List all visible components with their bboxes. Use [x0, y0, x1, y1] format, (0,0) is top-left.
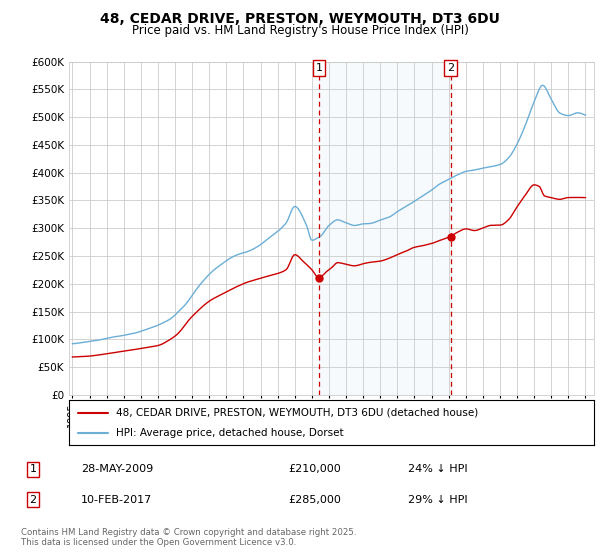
- Text: 48, CEDAR DRIVE, PRESTON, WEYMOUTH, DT3 6DU: 48, CEDAR DRIVE, PRESTON, WEYMOUTH, DT3 …: [100, 12, 500, 26]
- Text: 24% ↓ HPI: 24% ↓ HPI: [408, 464, 467, 474]
- Text: 1: 1: [29, 464, 37, 474]
- Text: Contains HM Land Registry data © Crown copyright and database right 2025.
This d: Contains HM Land Registry data © Crown c…: [21, 528, 356, 547]
- Text: 2: 2: [447, 63, 454, 73]
- Text: 1: 1: [316, 63, 322, 73]
- Text: 48, CEDAR DRIVE, PRESTON, WEYMOUTH, DT3 6DU (detached house): 48, CEDAR DRIVE, PRESTON, WEYMOUTH, DT3 …: [116, 408, 479, 418]
- Text: 29% ↓ HPI: 29% ↓ HPI: [408, 494, 467, 505]
- Text: 2: 2: [29, 494, 37, 505]
- Text: 28-MAY-2009: 28-MAY-2009: [81, 464, 153, 474]
- Text: £210,000: £210,000: [288, 464, 341, 474]
- Text: HPI: Average price, detached house, Dorset: HPI: Average price, detached house, Dors…: [116, 428, 344, 438]
- Bar: [319, 62, 451, 395]
- Text: Price paid vs. HM Land Registry's House Price Index (HPI): Price paid vs. HM Land Registry's House …: [131, 24, 469, 37]
- Text: £285,000: £285,000: [288, 494, 341, 505]
- Text: 10-FEB-2017: 10-FEB-2017: [81, 494, 152, 505]
